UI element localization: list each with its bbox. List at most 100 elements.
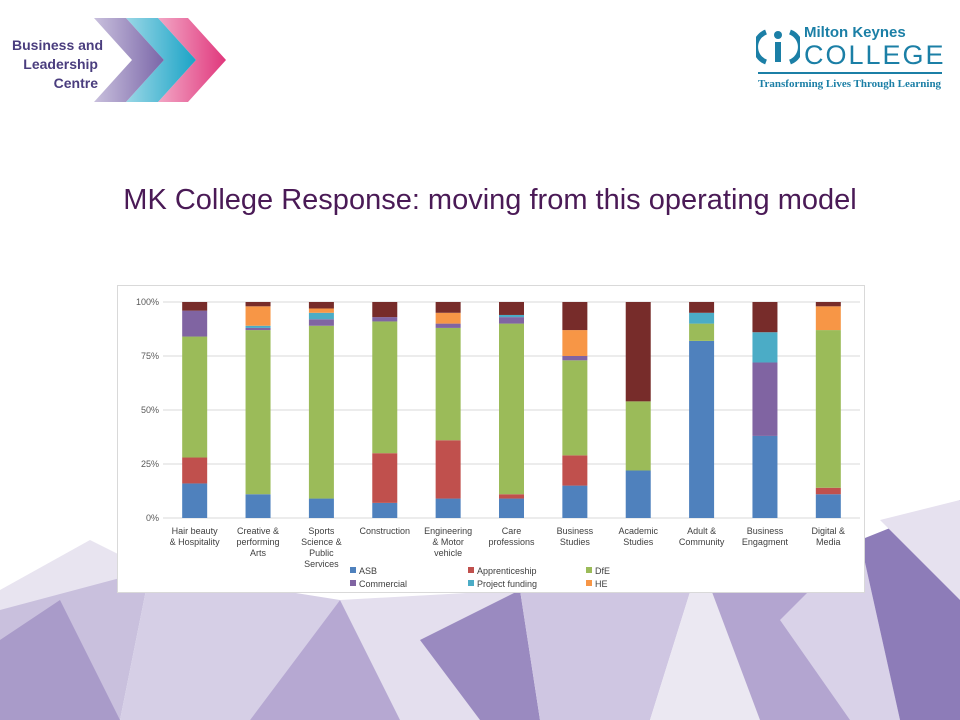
bar-segment <box>182 336 208 458</box>
y-tick-label: 50% <box>141 405 159 415</box>
bar-segment <box>372 453 398 503</box>
legend-label: DfE <box>595 566 611 576</box>
x-tick-label: Arts <box>250 548 267 558</box>
bar-segment <box>245 325 271 328</box>
mk-logo-tagline: Transforming Lives Through Learning <box>758 78 942 90</box>
bar-segment <box>435 302 461 313</box>
bar-segment <box>182 310 208 337</box>
y-tick-label: 0% <box>146 513 159 523</box>
x-tick-label: Hair beauty <box>172 526 219 536</box>
bar-segment <box>435 498 461 518</box>
x-tick-label: Media <box>816 537 841 547</box>
bar-segment <box>562 330 588 356</box>
x-tick-label: professions <box>488 537 535 547</box>
bar-segment <box>308 325 334 499</box>
milton-keynes-college-logo: Milton Keynes COLLEGE Transforming Lives… <box>756 22 946 92</box>
bar-segment <box>499 323 524 495</box>
slide-title: MK College Response: moving from this op… <box>123 184 857 216</box>
mk-college-emblem-icon <box>756 29 800 65</box>
y-tick-label: 100% <box>136 297 159 307</box>
bar-segment <box>815 302 841 307</box>
bar-segment <box>752 362 778 436</box>
legend-item: ASB <box>350 565 377 577</box>
y-tick-label: 25% <box>141 459 159 469</box>
legend-label: Commercial <box>359 579 408 589</box>
x-tick-label: Care <box>502 526 522 536</box>
legend-item: Project funding <box>468 578 537 590</box>
bar-segment <box>308 308 334 313</box>
bar-segment <box>308 319 334 326</box>
x-tick-label: & Motor <box>432 537 464 547</box>
bar-segment <box>752 332 778 363</box>
x-tick-label: Studies <box>623 537 654 547</box>
legend-swatch <box>468 567 474 573</box>
legend-item: Commercial <box>350 578 407 590</box>
chart-legend: ASB Apprenticeship DfE Commercial Project fu… <box>350 565 650 591</box>
x-tick-label: Academic <box>618 526 658 536</box>
bar-segment <box>182 483 208 518</box>
x-tick-label: Construction <box>360 526 411 536</box>
bar-segment <box>562 360 588 456</box>
legend-label: HE <box>595 579 608 589</box>
business-leadership-centre-logo: Business and Leadership Centre <box>8 14 238 109</box>
legend-swatch <box>350 567 356 573</box>
bar-segment <box>499 494 524 499</box>
bar-segment <box>435 327 461 441</box>
bar-segment <box>499 314 524 318</box>
y-tick-label: 75% <box>141 351 159 361</box>
bar-segment <box>815 330 841 488</box>
bar-segment <box>689 312 715 324</box>
bar-segment <box>689 323 715 341</box>
bar-segment <box>625 302 651 402</box>
bar-segment <box>308 312 334 320</box>
bar-segment <box>435 312 461 324</box>
bar-segment <box>499 317 524 324</box>
bar-segment <box>245 306 271 326</box>
bar-segment <box>372 302 398 318</box>
business-leadership-centre-wordmark: Business and Leadership Centre <box>12 37 104 91</box>
legend-label: Project funding <box>477 579 538 589</box>
x-tick-label: Services <box>304 559 339 569</box>
stacked-bar-chart: 0% 25% 50% 75% 100% Hair beauty & Hospitality C… <box>117 285 865 593</box>
legend-item: HE <box>586 578 608 590</box>
bar-segment <box>815 487 841 495</box>
mk-logo-divider <box>758 72 942 74</box>
x-tick-label: & Hospitality <box>170 537 221 547</box>
chevron-arrows-icon <box>94 18 226 102</box>
x-tick-label: Community <box>679 537 725 547</box>
x-tick-label: Digital & <box>812 526 846 536</box>
legend-swatch <box>586 567 592 573</box>
bar-segment <box>689 340 715 518</box>
chart-plot: 0% 25% 50% 75% 100% Hair beauty& Hospitality C… <box>136 297 860 569</box>
legend-label: Apprenticeship <box>477 566 537 576</box>
bar-segment <box>752 302 778 333</box>
legend-item: Apprenticeship <box>468 565 537 577</box>
bar-segment <box>245 494 271 518</box>
x-tick-label: Engineering <box>424 526 472 536</box>
x-tick-label: Business <box>557 526 594 536</box>
x-tick-label: Science & <box>301 537 342 547</box>
bar-segment <box>625 470 651 518</box>
bar-segment <box>182 457 208 484</box>
legend-label: ASB <box>359 566 378 576</box>
x-tick-label: Creative & <box>237 526 279 536</box>
bar-segment <box>308 498 334 518</box>
bar-segment <box>815 494 841 518</box>
bar-segment <box>308 302 334 309</box>
x-tick-label: Public <box>309 548 334 558</box>
bar-segment <box>562 455 588 486</box>
bar-segment <box>562 356 588 361</box>
bar-segment <box>245 302 271 307</box>
bar-segment <box>435 440 461 499</box>
legend-swatch <box>468 580 474 586</box>
bar-segment <box>435 323 461 328</box>
x-tick-label: Adult & <box>687 526 716 536</box>
bar-segment <box>752 435 778 518</box>
x-tick-label: performing <box>237 537 280 547</box>
legend-swatch <box>350 580 356 586</box>
bar-segment <box>562 302 588 331</box>
bar-segment <box>625 401 651 471</box>
bar-segment <box>245 330 271 495</box>
bar-segment <box>182 302 208 311</box>
x-tick-label: Sports <box>308 526 335 536</box>
